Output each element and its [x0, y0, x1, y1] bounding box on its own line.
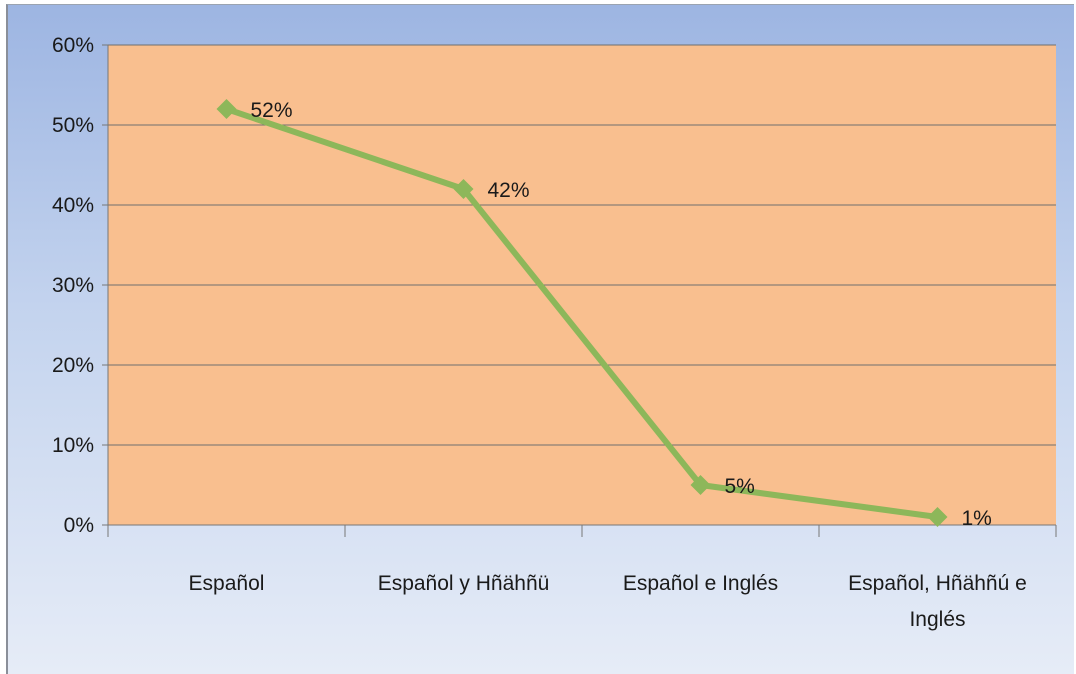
x-category-label: Español — [189, 572, 265, 595]
y-tick-label: 20% — [52, 354, 94, 377]
data-label: 42% — [488, 179, 530, 202]
data-label: 5% — [725, 475, 755, 498]
data-point-marker — [216, 99, 237, 119]
y-tick-label: 0% — [64, 514, 94, 537]
y-tick-label: 10% — [52, 434, 94, 457]
x-category-label: Español y Hñähñü — [378, 572, 550, 595]
y-tick-label: 50% — [52, 114, 94, 137]
y-tick-label: 60% — [52, 34, 94, 57]
x-axis: Español Español y Hñähñü Español e Inglés E… — [107, 524, 1057, 631]
y-axis: 0% 10% 20% 30% 40% 50% 60% — [52, 34, 109, 537]
data-labels: 52% 42% 5% 1% — [251, 99, 992, 530]
data-point-marker — [453, 179, 474, 199]
y-tick-label: 30% — [52, 274, 94, 297]
series-line — [225, 106, 938, 520]
data-point-marker — [927, 507, 948, 527]
x-category-label: Español, Hñähñú e Inglés — [848, 572, 1027, 631]
series-line-group — [216, 99, 948, 527]
data-label: 52% — [251, 99, 293, 122]
data-point-marker — [690, 475, 711, 495]
data-label: 1% — [962, 507, 992, 530]
gridlines — [108, 44, 1056, 526]
x-category-label: Español e Inglés — [623, 572, 778, 595]
y-tick-label: 40% — [52, 194, 94, 217]
